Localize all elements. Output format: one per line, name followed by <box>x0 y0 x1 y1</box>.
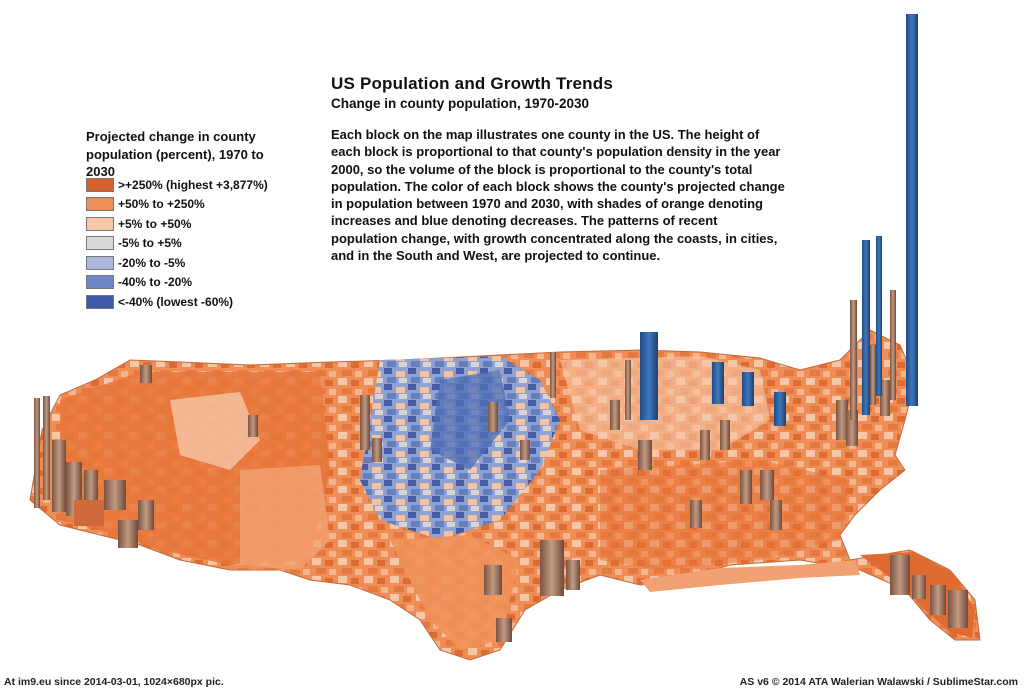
legend-item: +50% to +250% <box>86 195 268 215</box>
florida-towers <box>890 555 968 628</box>
legend-title: Projected change in county population (p… <box>86 129 264 179</box>
legend-label: <-40% (lowest -60%) <box>118 294 234 309</box>
legend-swatch <box>86 236 114 251</box>
legend-swatch <box>86 177 114 192</box>
legend-swatch <box>86 216 114 231</box>
legend-swatch <box>86 197 114 212</box>
south-central-region <box>390 535 520 650</box>
legend-label: -5% to +5% <box>118 236 182 251</box>
interior-city-towers <box>140 352 782 642</box>
blue-city-towers <box>640 14 918 426</box>
legend-swatch <box>86 255 114 270</box>
west-coast-towers <box>34 396 154 548</box>
legend-item: >+250% (highest +3,877%) <box>86 175 268 195</box>
map-description: Each block on the map illustrates one co… <box>331 127 785 264</box>
legend-item: <-40% (lowest -60%) <box>86 292 268 312</box>
legend-label: >+250% (highest +3,877%) <box>118 177 268 192</box>
footer-source: At im9.eu since 2014-03-01, 1024×680px p… <box>4 676 224 688</box>
legend: >+250% (highest +3,877%) +50% to +250% +… <box>86 175 268 312</box>
gulf-coast <box>640 560 860 592</box>
map-title: US Population and Growth Trends <box>331 74 613 93</box>
northeast-brown-towers <box>836 290 896 446</box>
legend-label: -40% to -20% <box>118 275 193 290</box>
footer-credit: AS v6 © 2014 ATA Walerian Walawski / Sub… <box>739 676 1018 688</box>
southwest-region <box>240 465 330 570</box>
legend-item: -40% to -20% <box>86 273 268 293</box>
legend-item: -5% to +5% <box>86 234 268 254</box>
legend-swatch <box>86 275 114 290</box>
legend-item: -20% to -5% <box>86 253 268 273</box>
mountain-light-region <box>170 392 260 470</box>
legend-label: +50% to +250% <box>118 197 205 212</box>
legend-label: -20% to -5% <box>118 255 186 270</box>
legend-label: +5% to +50% <box>118 216 192 231</box>
map-subtitle: Change in county population, 1970-2030 <box>331 96 590 111</box>
southeast-growth-region <box>600 460 850 570</box>
legend-item: +5% to +50% <box>86 214 268 234</box>
plains-deep-decline <box>430 370 510 470</box>
legend-swatch <box>86 294 114 309</box>
